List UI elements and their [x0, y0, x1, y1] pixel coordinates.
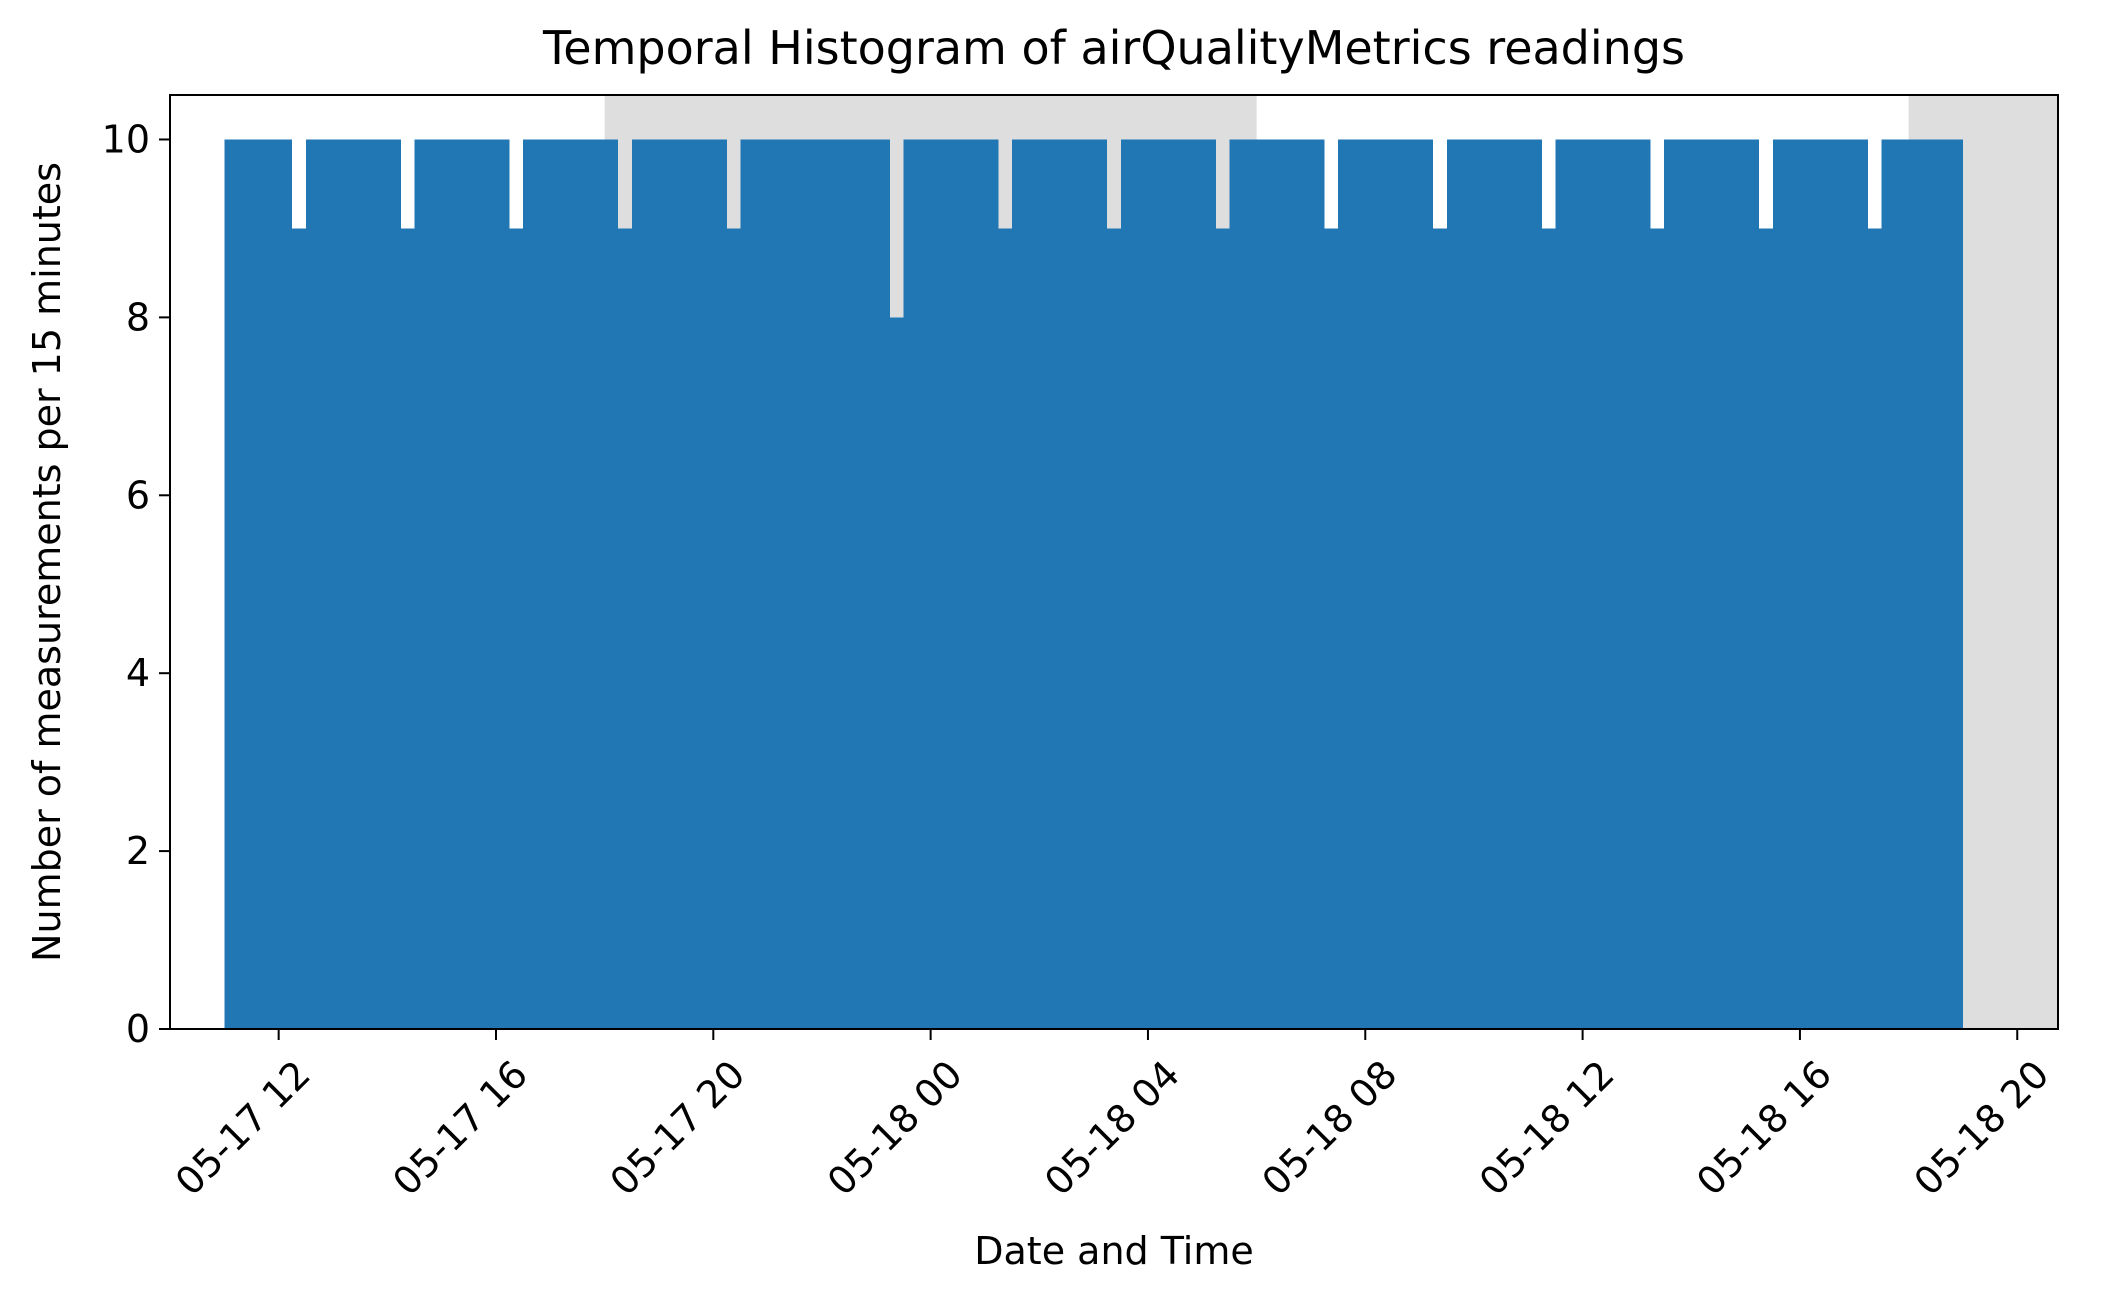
y-axis-label: Number of measurements per 15 minutes [25, 162, 69, 962]
histogram-bar-22 [1433, 228, 1447, 1029]
histogram-bar-16 [1107, 228, 1121, 1029]
histogram-bar-28 [1759, 228, 1773, 1029]
y-tick-label: 10 [102, 117, 150, 161]
histogram-bar-2 [292, 228, 306, 1029]
histogram-bar-3 [305, 139, 401, 1029]
histogram-bar-27 [1664, 139, 1760, 1029]
y-ticks: 0 2 4 6 8 10 [102, 117, 170, 1051]
histogram-bar-30 [1867, 228, 1882, 1029]
bars-layer [224, 139, 1963, 1029]
plot-frame [169, 94, 2059, 1030]
histogram-bar-12 [889, 317, 904, 1029]
histogram-bar-9 [631, 139, 727, 1029]
histogram-bar-25 [1555, 139, 1651, 1029]
histogram-bar-1 [224, 139, 293, 1029]
y-tick-label: 6 [126, 473, 150, 517]
histogram-bar-6 [509, 228, 524, 1029]
histogram-bar-21 [1338, 139, 1434, 1029]
histogram-bar-18 [1215, 228, 1230, 1029]
histogram-bar-23 [1446, 139, 1542, 1029]
y-tick-label: 2 [126, 829, 150, 873]
histogram-bar-15 [1012, 139, 1108, 1029]
histogram-bar-24 [1541, 228, 1556, 1029]
chart-title: Temporal Histogram of airQualityMetrics … [542, 21, 1685, 75]
histogram-bar-14 [998, 228, 1013, 1029]
histogram-bar-29 [1772, 139, 1868, 1029]
histogram-bar-5 [414, 139, 510, 1029]
histogram-bar-8 [618, 228, 632, 1029]
histogram-bar-4 [400, 228, 415, 1029]
histogram-bar-11 [740, 139, 890, 1029]
histogram-bar-10 [726, 228, 741, 1029]
y-tick-label: 0 [126, 1007, 150, 1051]
histogram-bar-20 [1324, 228, 1339, 1029]
histogram-bar-31 [1881, 139, 1963, 1029]
histogram-bar-7 [523, 139, 619, 1029]
y-tick-label: 4 [126, 651, 150, 695]
x-axis-label: Date and Time [974, 1229, 1253, 1273]
histogram-bar-13 [903, 139, 999, 1029]
histogram-bar-17 [1120, 139, 1216, 1029]
y-tick-label: 8 [126, 295, 150, 339]
histogram-bar-19 [1229, 139, 1325, 1029]
histogram-bar-26 [1650, 228, 1665, 1029]
